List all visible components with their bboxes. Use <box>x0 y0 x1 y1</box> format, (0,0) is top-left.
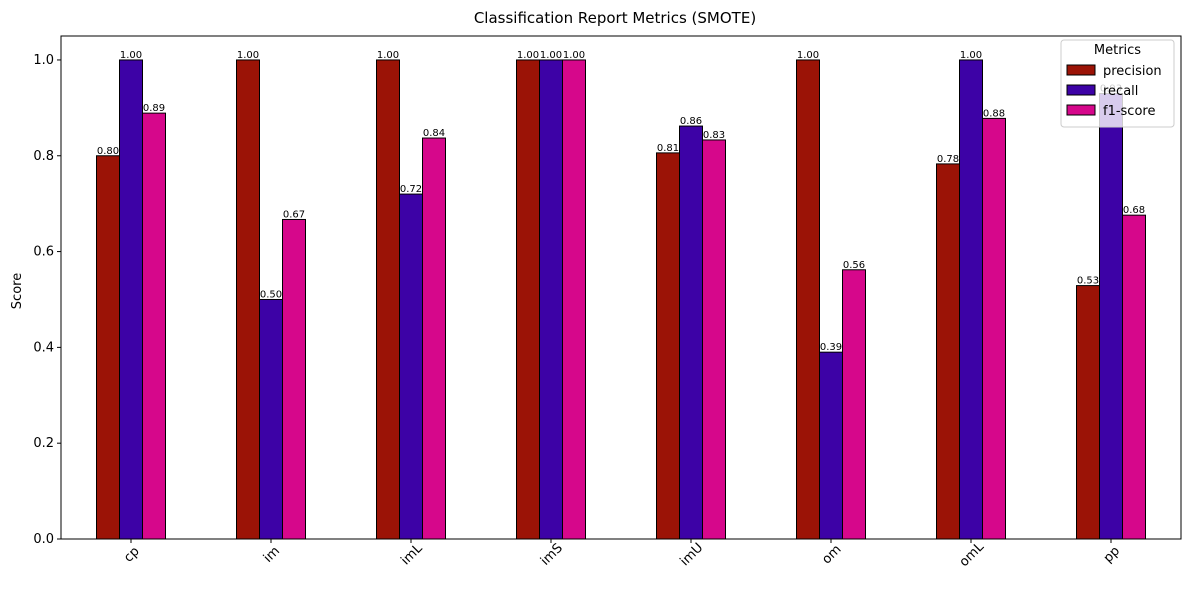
legend-label-recall: recall <box>1103 84 1138 99</box>
bar-precision-omL <box>936 163 960 540</box>
data-label: 1.00 <box>120 50 142 61</box>
bar-f1-score-im <box>282 218 306 540</box>
legend-label-f1-score: f1-score <box>1103 104 1155 119</box>
data-label: 1.00 <box>960 50 982 61</box>
data-label: 0.68 <box>1123 205 1145 216</box>
x-tick-label: cp <box>121 544 143 566</box>
data-label: 0.80 <box>97 146 119 157</box>
data-label: 0.39 <box>820 342 842 353</box>
data-label: 0.50 <box>260 289 282 300</box>
x-tick-label: imS <box>538 541 566 569</box>
bar-f1-score-imL <box>422 137 446 540</box>
bar-recall-imU <box>679 125 703 540</box>
y-tick-label: 1.0 <box>33 53 54 68</box>
data-label: 1.00 <box>517 50 539 61</box>
legend-swatch-precision <box>1066 64 1096 76</box>
bar-recall-pp <box>1099 92 1123 540</box>
bar-precision-pp <box>1076 285 1100 540</box>
x-tick-label: imU <box>678 540 707 569</box>
bar-recall-cp <box>119 59 143 540</box>
chart-title: Classification Report Metrics (SMOTE) <box>474 9 756 27</box>
data-label: 0.86 <box>680 116 702 127</box>
data-label: 0.84 <box>423 128 445 139</box>
x-tick-label: pp <box>1101 544 1123 566</box>
bar-recall-imS <box>539 59 563 540</box>
x-tick-label: im <box>261 544 283 566</box>
legend-swatch-recall <box>1066 84 1096 96</box>
data-label: 0.67 <box>283 209 305 220</box>
x-tick-label: imL <box>398 541 426 569</box>
y-tick-label: 0.8 <box>33 149 54 164</box>
data-label: 1.00 <box>237 50 259 61</box>
bar-f1-score-omL <box>982 117 1006 540</box>
legend: Metrics precision recall f1-score <box>1060 39 1175 128</box>
data-label: 0.83 <box>703 130 725 141</box>
bar-precision-om <box>796 59 820 540</box>
data-label: 0.89 <box>143 103 165 114</box>
y-tick-label: 0.6 <box>33 245 54 260</box>
legend-label-precision: precision <box>1103 64 1162 79</box>
axes-frame <box>60 35 1182 540</box>
bar-f1-score-imS <box>562 59 586 540</box>
bar-precision-cp <box>96 155 120 540</box>
bar-precision-imU <box>656 152 680 540</box>
x-tick-label: omL <box>957 539 988 570</box>
bar-recall-imL <box>399 193 423 540</box>
y-axis-title: Score <box>10 273 25 309</box>
data-label: 0.81 <box>657 143 679 154</box>
bar-precision-imL <box>376 59 400 540</box>
data-label: 0.53 <box>1077 276 1099 287</box>
data-label: 0.72 <box>400 184 422 195</box>
plot-area: 0.0 0.2 0.4 0.6 0.8 1.0 0.80 1.00 0.89 cp 1.00 0.50… <box>33 35 1182 570</box>
y-tick-label: 0.0 <box>33 532 54 547</box>
bar-f1-score-imU <box>702 139 726 540</box>
data-label: 1.00 <box>540 50 562 61</box>
data-label: 0.78 <box>937 154 959 165</box>
y-tick-label: 0.2 <box>33 436 54 451</box>
bar-recall-om <box>819 351 843 540</box>
x-tick-label: om <box>819 542 844 567</box>
data-label: 1.00 <box>797 50 819 61</box>
bar-precision-imS <box>516 59 540 540</box>
data-label: 0.56 <box>843 260 865 271</box>
bar-f1-score-pp <box>1122 214 1146 540</box>
data-label: 1.00 <box>377 50 399 61</box>
bar-f1-score-cp <box>142 112 166 540</box>
bar-recall-im <box>259 298 283 540</box>
legend-title: Metrics <box>1094 43 1141 58</box>
bar-precision-im <box>236 59 260 540</box>
legend-swatch-f1-score <box>1066 104 1096 116</box>
y-tick-label: 0.4 <box>33 340 54 355</box>
bar-f1-score-om <box>842 269 866 540</box>
data-label: 0.88 <box>983 108 1005 119</box>
data-label: 1.00 <box>563 50 585 61</box>
bar-recall-omL <box>959 59 983 540</box>
